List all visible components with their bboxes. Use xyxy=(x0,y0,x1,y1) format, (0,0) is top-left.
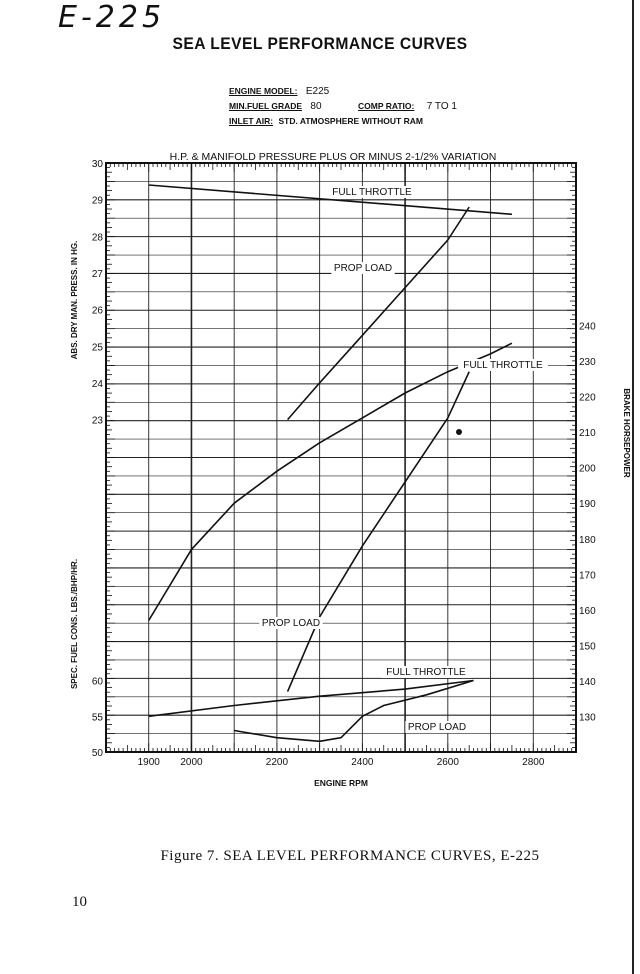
fuel-grade-value: 80 xyxy=(310,101,322,112)
curve-specific-fuel-consumption-full-throttle xyxy=(148,679,474,718)
curve-brake-horsepower-full-throttle xyxy=(148,342,513,621)
hp-tick-label: 240 xyxy=(579,321,596,332)
engine-model-label: ENGINE MODEL: xyxy=(229,86,298,96)
curve-label: FULL THROTTLE xyxy=(463,360,543,371)
x-tick-label: 2600 xyxy=(437,757,460,768)
engine-model-value: E225 xyxy=(305,86,330,97)
chart-title: H.P. & MANIFOLD PRESSURE PLUS OR MINUS 2… xyxy=(170,151,497,163)
y-axis-label-brake-horsepower: BRAKE HORSEPOWER xyxy=(622,388,631,478)
hp-tick-label: 170 xyxy=(579,570,596,581)
sfc-tick-label: 50 xyxy=(92,748,104,759)
spec-engine-model: ENGINE MODEL: E225 xyxy=(229,86,329,97)
page-edge xyxy=(632,0,634,974)
x-tick-label: 2800 xyxy=(522,757,545,768)
page-number: 10 xyxy=(72,894,87,910)
x-tick-label: 2000 xyxy=(180,757,203,768)
curve-brake-horsepower-prop-load xyxy=(286,371,470,692)
y-axis-label-manifold-pressure: ABS. DRY MAN. PRESS. IN HG. xyxy=(70,241,79,360)
curve-label: PROP LOAD xyxy=(262,618,320,629)
hp-tick-label: 160 xyxy=(579,606,596,617)
mp-tick-label: 28 xyxy=(92,232,104,243)
x-tick-label: 2200 xyxy=(266,757,289,768)
hp-tick-label: 130 xyxy=(579,713,596,724)
hp-tick-label: 210 xyxy=(579,428,596,439)
curve-label: PROP LOAD xyxy=(334,263,392,274)
curve-label-background xyxy=(381,666,471,678)
hp-tick-label: 150 xyxy=(579,641,596,652)
handwritten-model-id: E-225 xyxy=(58,0,166,35)
sfc-tick-label: 60 xyxy=(92,677,104,688)
spec-inlet-air: INLET AIR: STD. ATMOSPHERE WITHOUT RAM xyxy=(229,116,423,126)
mp-tick-label: 30 xyxy=(92,159,104,170)
mp-tick-label: 25 xyxy=(92,342,104,353)
sfc-tick-label: 55 xyxy=(92,712,104,723)
x-tick-label: 1900 xyxy=(138,757,161,768)
hp-tick-label: 220 xyxy=(579,393,596,404)
hp-tick-label: 230 xyxy=(579,357,596,368)
inlet-air-label: INLET AIR: xyxy=(229,116,274,126)
mp-tick-label: 29 xyxy=(92,196,104,207)
hp-tick-label: 140 xyxy=(579,677,596,688)
curve-specific-fuel-consumption-prop-load xyxy=(234,679,474,743)
mp-tick-label: 26 xyxy=(92,306,104,317)
hp-tick-label: 180 xyxy=(579,535,596,546)
x-tick-label: 2400 xyxy=(351,757,374,768)
curve-label: FULL THROTTLE xyxy=(332,187,412,198)
curve-manifold-pressure-prop-load xyxy=(286,206,470,421)
curve-manifold-pressure-full-throttle xyxy=(148,184,512,216)
curve-label-background xyxy=(259,617,323,629)
curve-label-background xyxy=(458,359,548,371)
curve-label-background xyxy=(405,721,469,733)
inlet-air-value: STD. ATMOSPHERE WITHOUT RAM xyxy=(278,116,423,126)
mp-tick-label: 23 xyxy=(92,416,104,427)
comp-ratio-label: COMP RATIO: xyxy=(358,101,415,111)
y-axis-label-fuel-consumption: SPEC. FUEL CONS. LBS./BHP/HR. xyxy=(70,559,79,689)
curve-label: PROP LOAD xyxy=(408,722,466,733)
figure-caption: Figure 7. SEA LEVEL PERFORMANCE CURVES, … xyxy=(160,848,540,864)
hp-tick-label: 200 xyxy=(579,464,596,475)
mp-tick-label: 24 xyxy=(92,379,104,390)
comp-ratio-value: 7 TO 1 xyxy=(426,101,457,112)
mp-tick-label: 27 xyxy=(92,269,104,280)
spec-fuel-grade: MIN.FUEL GRADE 80 xyxy=(229,101,322,112)
curve-label-background xyxy=(327,186,417,198)
fuel-grade-label: MIN.FUEL GRADE xyxy=(229,101,303,111)
page-title: SEA LEVEL PERFORMANCE CURVES xyxy=(172,34,468,53)
hp-tick-label: 190 xyxy=(579,499,596,510)
curve-label: FULL THROTTLE xyxy=(386,667,466,678)
ink-dot xyxy=(456,429,462,435)
spec-comp-ratio: COMP RATIO: 7 TO 1 xyxy=(358,101,457,112)
curve-label-background xyxy=(331,262,395,274)
x-axis-label: ENGINE RPM xyxy=(314,778,368,788)
